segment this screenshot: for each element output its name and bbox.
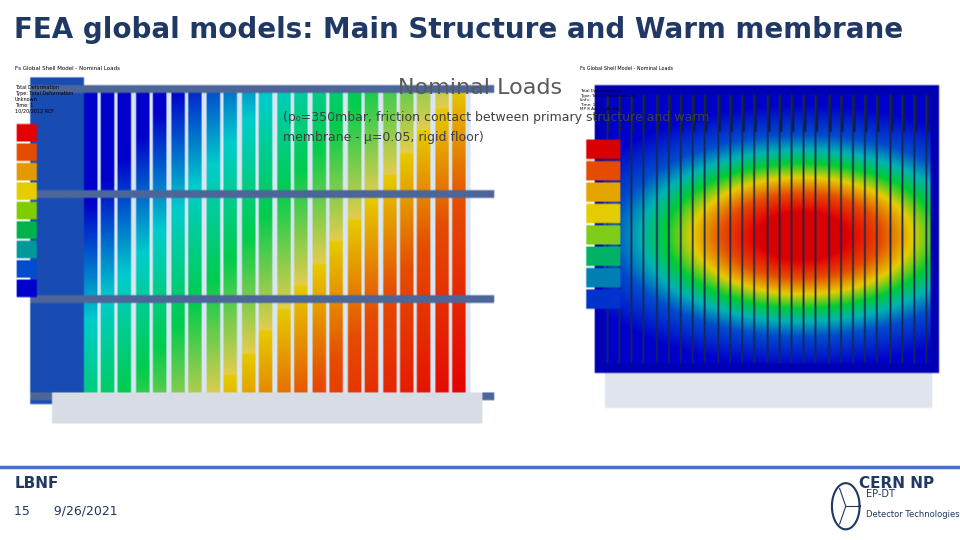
Text: FEA global models: Main Structure and Warm membrane: FEA global models: Main Structure and Wa… (14, 16, 903, 44)
Text: LBNF: LBNF (14, 476, 59, 491)
Text: Total Deformation 2
Type: Total Deformation..m
Linf=
Time: 1
MP 8 AAL Fn Ac.Afr: Total Deformation 2 Type: Total Deformat… (580, 89, 635, 111)
Text: Detector Technologies: Detector Technologies (866, 510, 960, 519)
Text: CERN NP: CERN NP (859, 476, 934, 491)
Text: membrane - μ=0.05, rigid floor): membrane - μ=0.05, rigid floor) (283, 131, 484, 144)
Text: Fs Global Shell Model - Nominal Loads: Fs Global Shell Model - Nominal Loads (15, 66, 120, 71)
Text: 15      9/26/2021: 15 9/26/2021 (14, 505, 118, 518)
Text: Total Deformation
Type: Total Deformation
Unknown
Time: 1
10/20/2012 RCF: Total Deformation Type: Total Deformatio… (15, 85, 73, 113)
Text: (p₀=350mbar, friction contact between primary structure and warm: (p₀=350mbar, friction contact between pr… (283, 111, 709, 124)
Text: Nominal Loads: Nominal Loads (398, 78, 562, 98)
Text: EP-DT: EP-DT (866, 489, 895, 499)
Text: Fs Global Shell Model - Nominal Loads: Fs Global Shell Model - Nominal Loads (580, 66, 673, 71)
